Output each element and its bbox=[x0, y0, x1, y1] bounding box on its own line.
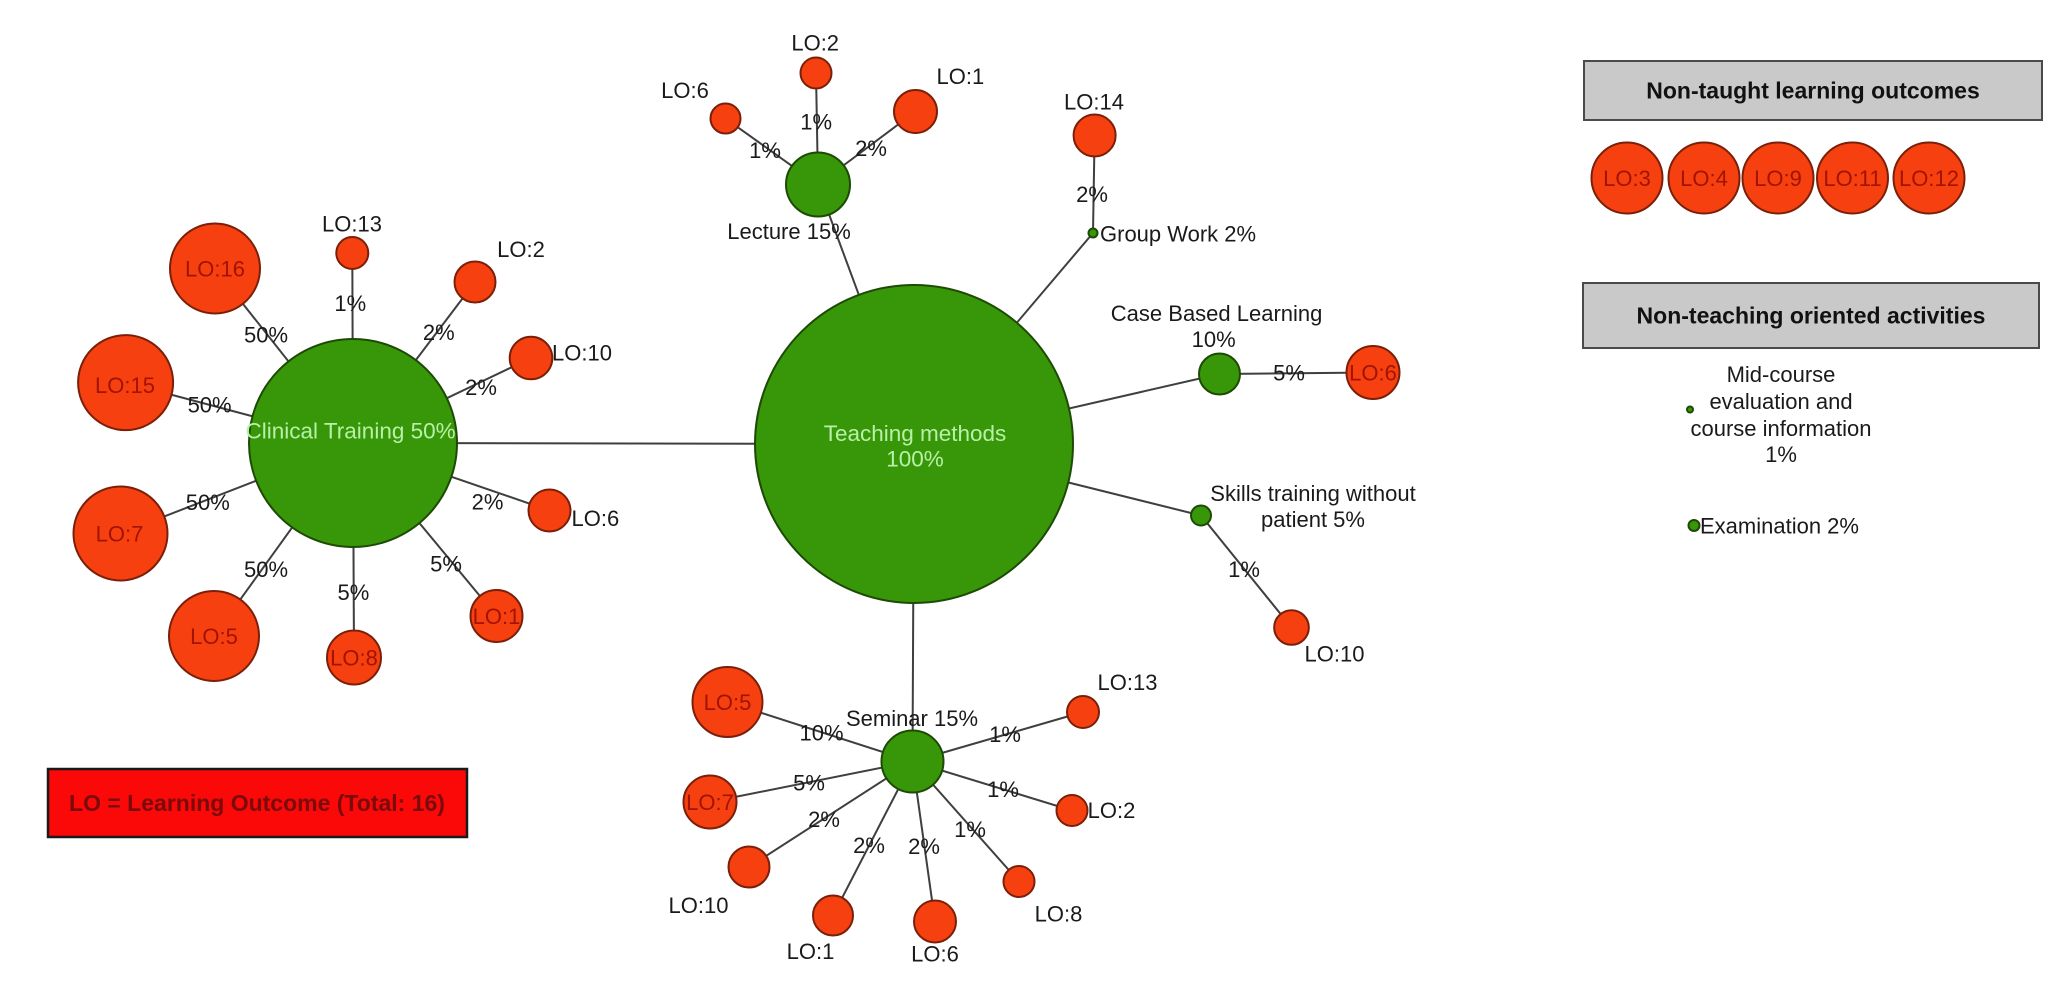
svg-text:LO:6: LO:6 bbox=[661, 78, 709, 103]
svg-text:5%: 5% bbox=[793, 771, 825, 796]
svg-text:LO:13: LO:13 bbox=[1098, 670, 1158, 695]
svg-text:LO:6: LO:6 bbox=[1349, 361, 1397, 386]
svg-text:LO:2: LO:2 bbox=[1088, 798, 1136, 823]
svg-text:LO:10: LO:10 bbox=[1305, 642, 1365, 667]
svg-text:patient 5%: patient 5% bbox=[1261, 507, 1365, 532]
svg-text:2%: 2% bbox=[472, 490, 504, 515]
svg-text:Non-taught learning outcomes: Non-taught learning outcomes bbox=[1646, 78, 1980, 104]
svg-text:5%: 5% bbox=[1273, 361, 1305, 386]
svg-text:LO:1: LO:1 bbox=[937, 64, 985, 89]
svg-text:LO:14: LO:14 bbox=[1064, 90, 1124, 115]
svg-text:Lecture 15%: Lecture 15% bbox=[727, 219, 851, 244]
svg-text:10%: 10% bbox=[799, 721, 843, 746]
svg-text:LO:4: LO:4 bbox=[1680, 166, 1728, 191]
svg-text:Group Work 2%: Group Work 2% bbox=[1100, 222, 1256, 247]
svg-text:1%: 1% bbox=[800, 109, 832, 134]
svg-text:LO:11: LO:11 bbox=[1823, 166, 1881, 191]
svg-text:LO:3: LO:3 bbox=[1603, 166, 1651, 191]
svg-text:LO:5: LO:5 bbox=[704, 690, 752, 715]
svg-text:Teaching methods: Teaching methods bbox=[824, 421, 1007, 446]
svg-text:1%: 1% bbox=[1765, 442, 1797, 467]
svg-text:course information: course information bbox=[1691, 416, 1872, 441]
svg-text:2%: 2% bbox=[855, 136, 887, 161]
svg-text:LO:2: LO:2 bbox=[791, 31, 839, 56]
svg-text:5%: 5% bbox=[430, 552, 462, 577]
svg-text:100%: 100% bbox=[886, 447, 944, 472]
svg-text:1%: 1% bbox=[1228, 557, 1260, 582]
svg-text:Case Based Learning: Case Based Learning bbox=[1111, 301, 1323, 326]
svg-text:2%: 2% bbox=[908, 834, 940, 859]
svg-text:2%: 2% bbox=[465, 375, 497, 400]
svg-text:LO:5: LO:5 bbox=[190, 624, 238, 649]
svg-text:evaluation and: evaluation and bbox=[1709, 389, 1852, 414]
svg-text:LO = Learning Outcome (Total:: LO = Learning Outcome (Total: 16) bbox=[69, 790, 445, 816]
svg-text:Skills training without: Skills training without bbox=[1210, 481, 1415, 506]
svg-text:LO:13: LO:13 bbox=[322, 212, 382, 237]
svg-text:Seminar 15%: Seminar 15% bbox=[846, 706, 978, 731]
svg-text:1%: 1% bbox=[954, 817, 986, 842]
svg-text:LO:1: LO:1 bbox=[787, 939, 835, 964]
svg-text:LO:10: LO:10 bbox=[552, 341, 612, 366]
svg-text:Clinical Training 50%: Clinical Training 50% bbox=[246, 418, 456, 443]
svg-text:Mid-course: Mid-course bbox=[1727, 362, 1836, 387]
svg-text:5%: 5% bbox=[338, 580, 370, 605]
svg-text:2%: 2% bbox=[853, 833, 885, 858]
svg-text:2%: 2% bbox=[808, 807, 840, 832]
svg-text:LO:10: LO:10 bbox=[669, 893, 729, 918]
svg-text:LO:9: LO:9 bbox=[1754, 166, 1802, 191]
svg-text:50%: 50% bbox=[188, 393, 232, 418]
svg-text:2%: 2% bbox=[423, 320, 455, 345]
svg-text:LO:8: LO:8 bbox=[330, 646, 378, 671]
svg-text:LO:12: LO:12 bbox=[1899, 166, 1959, 191]
svg-text:1%: 1% bbox=[749, 138, 781, 163]
svg-text:50%: 50% bbox=[186, 490, 230, 515]
svg-text:2%: 2% bbox=[1076, 182, 1108, 207]
svg-text:LO:2: LO:2 bbox=[497, 237, 545, 262]
svg-text:Non-teaching oriented activiti: Non-teaching oriented activities bbox=[1637, 303, 1986, 329]
svg-text:LO:7: LO:7 bbox=[686, 790, 734, 815]
svg-text:LO:15: LO:15 bbox=[95, 373, 155, 398]
svg-text:1%: 1% bbox=[987, 777, 1019, 802]
svg-text:LO:6: LO:6 bbox=[572, 506, 620, 531]
svg-text:50%: 50% bbox=[244, 557, 288, 582]
svg-text:LO:8: LO:8 bbox=[1035, 902, 1083, 927]
svg-text:1%: 1% bbox=[334, 291, 366, 316]
svg-text:Examination 2%: Examination 2% bbox=[1700, 514, 1859, 539]
svg-text:10%: 10% bbox=[1192, 327, 1236, 352]
svg-text:1%: 1% bbox=[989, 722, 1021, 747]
svg-text:LO:7: LO:7 bbox=[96, 522, 144, 547]
svg-text:LO:6: LO:6 bbox=[911, 942, 959, 967]
svg-text:LO:1: LO:1 bbox=[473, 604, 521, 629]
svg-text:LO:16: LO:16 bbox=[185, 257, 245, 282]
svg-text:50%: 50% bbox=[244, 323, 288, 348]
